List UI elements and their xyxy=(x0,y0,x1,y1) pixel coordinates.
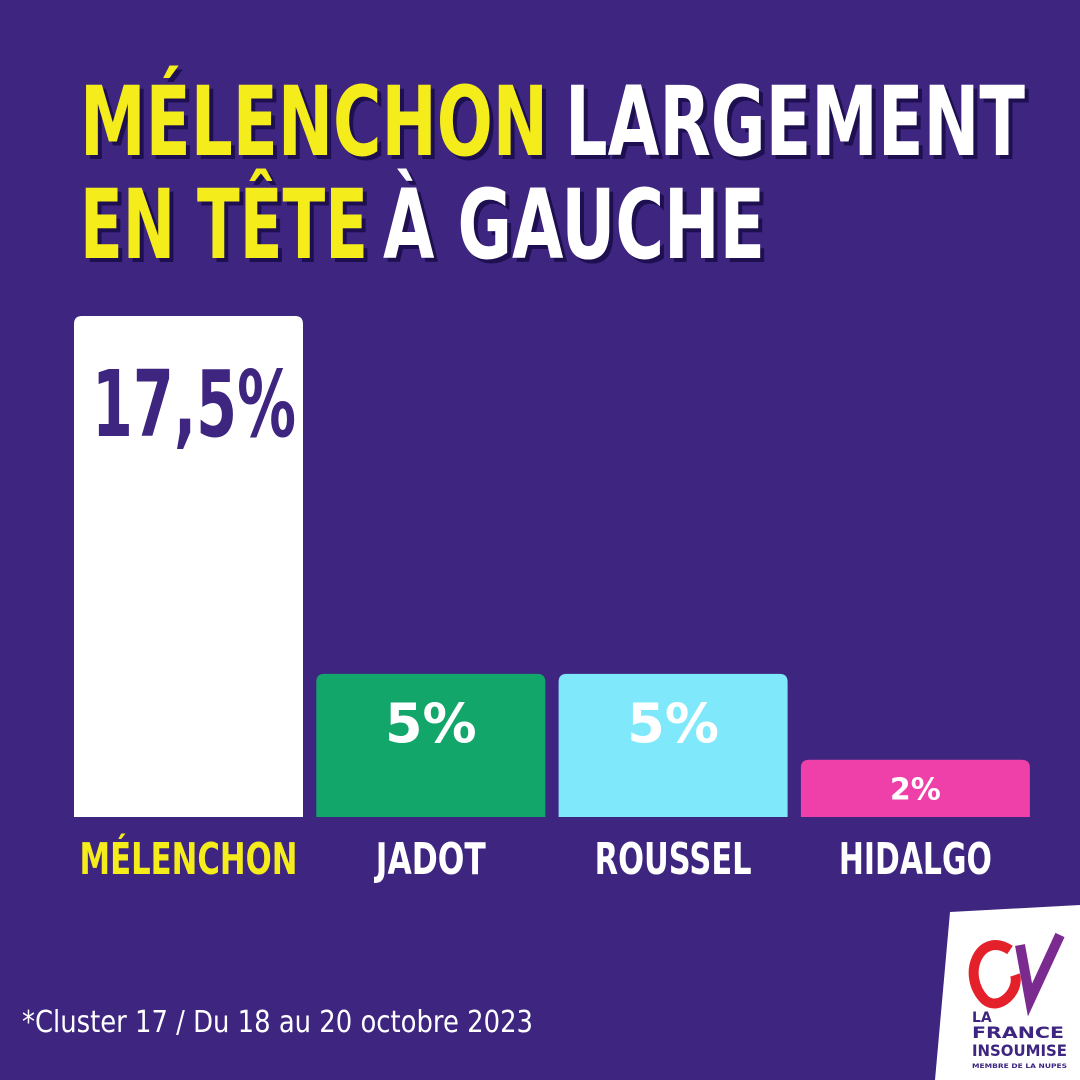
bar xyxy=(74,316,303,817)
title-part: LARGEMENT xyxy=(565,66,1025,178)
logo-text: LA xyxy=(972,1010,992,1026)
logo-phi xyxy=(1015,932,1065,1017)
logo-phi xyxy=(968,940,1021,1009)
footnote: *Cluster 17 / Du 18 au 20 octobre 2023 xyxy=(22,1005,533,1040)
x-tick-label: MÉLENCHON xyxy=(80,832,298,885)
title-part: MÉLENCHON xyxy=(80,65,548,178)
logo-text: FRANCE xyxy=(972,1023,1064,1042)
value-label: 2% xyxy=(890,773,941,808)
logo: LA FRANCE INSOUMISE MEMBRE DE LA NUPES xyxy=(935,905,1080,1080)
x-tick-label: JADOT xyxy=(374,834,486,885)
bar xyxy=(558,673,788,817)
value-label: 5% xyxy=(627,692,719,755)
x-tick-label: HIDALGO xyxy=(839,834,992,885)
bar xyxy=(800,759,1030,817)
value-label: 17,5% xyxy=(92,351,296,458)
bar xyxy=(316,673,546,817)
x-tick-label: ROUSSEL xyxy=(595,834,752,885)
title-part: EN TÊTE xyxy=(80,168,368,281)
logo-text: INSOUMISE xyxy=(972,1041,1067,1060)
value-label: 5% xyxy=(385,692,477,755)
title-part: À GAUCHE xyxy=(383,168,765,281)
logo-tagline: MEMBRE DE LA NUPES xyxy=(972,1063,1067,1070)
